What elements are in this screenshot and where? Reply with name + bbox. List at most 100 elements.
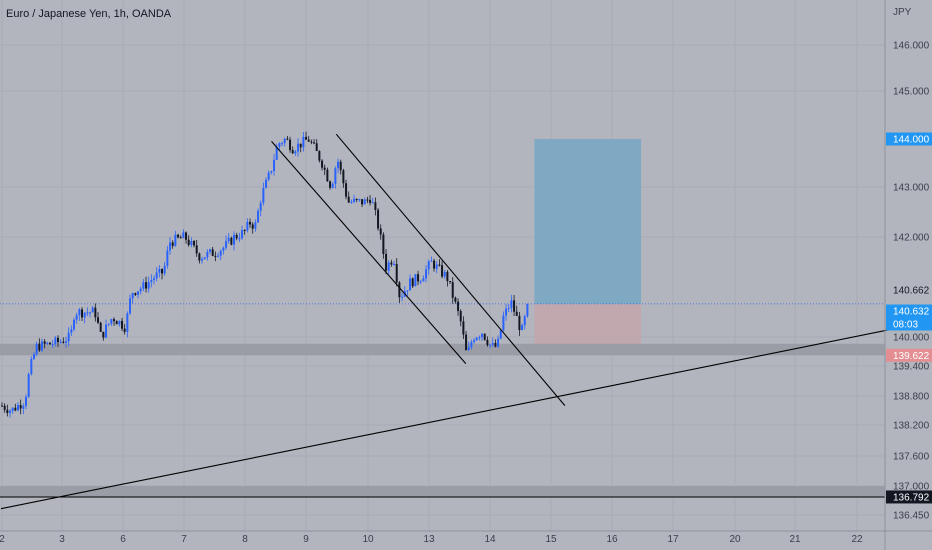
candle-body	[425, 269, 428, 279]
candle-body	[299, 143, 302, 148]
candle-body	[142, 282, 145, 289]
x-tick-label: 3	[59, 534, 65, 545]
candle-body	[1, 405, 3, 407]
candle-body	[49, 342, 52, 345]
candle-body	[195, 245, 198, 254]
candle-body	[65, 341, 68, 343]
candle-body	[323, 167, 326, 170]
candle-body	[387, 262, 390, 271]
candle-body	[401, 296, 404, 298]
candle-body	[345, 183, 348, 197]
candle-body	[257, 210, 260, 223]
candle-body	[510, 300, 513, 309]
candle-body	[126, 313, 129, 332]
candle-body	[446, 271, 449, 282]
candle-body	[33, 354, 36, 359]
candle-body	[206, 251, 209, 258]
candle-body	[342, 170, 345, 184]
channel-line[interactable]	[335, 133, 566, 407]
x-tick-label: 22	[851, 534, 863, 545]
candle-body	[99, 322, 102, 332]
candle-body	[235, 234, 238, 239]
channel-line[interactable]	[271, 141, 467, 364]
price-tag-label: 144.000	[893, 135, 930, 146]
candle-body	[419, 281, 422, 283]
y-tick-label: 139.400	[893, 362, 930, 373]
candle-body	[174, 234, 177, 246]
candle-body	[374, 202, 377, 210]
candle-body	[219, 250, 222, 256]
candle-body	[459, 311, 462, 322]
y-tick-label: 137.000	[893, 482, 930, 493]
candle-body	[11, 407, 14, 411]
candle-body	[137, 291, 140, 295]
candle-body	[62, 341, 65, 343]
candle-body	[19, 405, 22, 409]
candle-body	[483, 333, 486, 340]
candle-body	[54, 337, 57, 345]
candle-body	[147, 282, 150, 289]
time-axis[interactable]: 2 3 6 7 8 9 10 13 14 15 16 17 20 21 22	[0, 530, 932, 545]
candle-body	[211, 249, 214, 256]
drawing-lines[interactable]	[0, 133, 916, 510]
candle-body	[121, 320, 124, 329]
candle-body	[281, 143, 284, 145]
price-tag-bg	[886, 348, 932, 362]
candle-body	[67, 332, 70, 342]
candle-body	[46, 342, 49, 344]
candle-body	[262, 187, 265, 203]
candle-body	[486, 339, 489, 345]
candle-body	[254, 222, 257, 229]
candle-body	[275, 146, 278, 160]
trendline[interactable]	[0, 323, 916, 510]
candle-body	[411, 278, 414, 287]
candle-body	[59, 341, 62, 343]
candle-body	[494, 343, 497, 347]
price-axis[interactable]: 146.000 145.000 143.000 142.000 140.000 139.4…	[884, 0, 930, 550]
y-tick-label: 136.450	[893, 511, 930, 522]
price-tags: 144.000 140.662 140.632 08:03 139.622 136.792	[886, 132, 932, 504]
candle-body	[347, 196, 350, 203]
candle-body	[358, 199, 361, 201]
candle-body	[171, 242, 174, 246]
candle-body	[243, 229, 246, 231]
candle-body	[51, 344, 54, 346]
candle-body	[38, 343, 41, 351]
candle-body	[249, 221, 252, 225]
candle-body	[353, 198, 356, 203]
candle-body	[302, 136, 305, 148]
candle-body	[179, 237, 182, 239]
candle-body	[113, 319, 116, 322]
candle-body	[259, 202, 262, 211]
candle-body	[406, 290, 409, 292]
support-band	[0, 343, 885, 356]
candle-body	[14, 407, 17, 411]
candle-body	[35, 343, 38, 355]
candle-body	[318, 151, 321, 161]
candle-body	[97, 317, 100, 323]
candle-body	[449, 281, 452, 283]
candle-body	[118, 320, 121, 325]
symbol-title[interactable]: Euro / Japanese Yen, 1h, OANDA	[6, 8, 172, 20]
candle-body	[227, 237, 230, 242]
candle-body	[451, 282, 454, 298]
candle-body	[363, 199, 366, 205]
y-tick-label: 145.000	[893, 87, 930, 98]
candle-body	[217, 255, 220, 257]
candle-body	[251, 224, 254, 229]
candle-body	[27, 374, 30, 397]
candle-body	[339, 161, 342, 171]
candle-body	[294, 151, 297, 154]
candle-body	[145, 282, 148, 289]
candle-body	[3, 405, 6, 410]
price-tag-label: 140.632	[893, 307, 930, 318]
candle-body	[470, 342, 473, 348]
x-tick-label: 10	[362, 534, 374, 545]
candle-body	[385, 253, 388, 271]
candle-body	[30, 358, 33, 375]
x-tick-label: 14	[484, 534, 496, 545]
candle-body	[105, 324, 108, 338]
candle-body	[17, 405, 20, 411]
